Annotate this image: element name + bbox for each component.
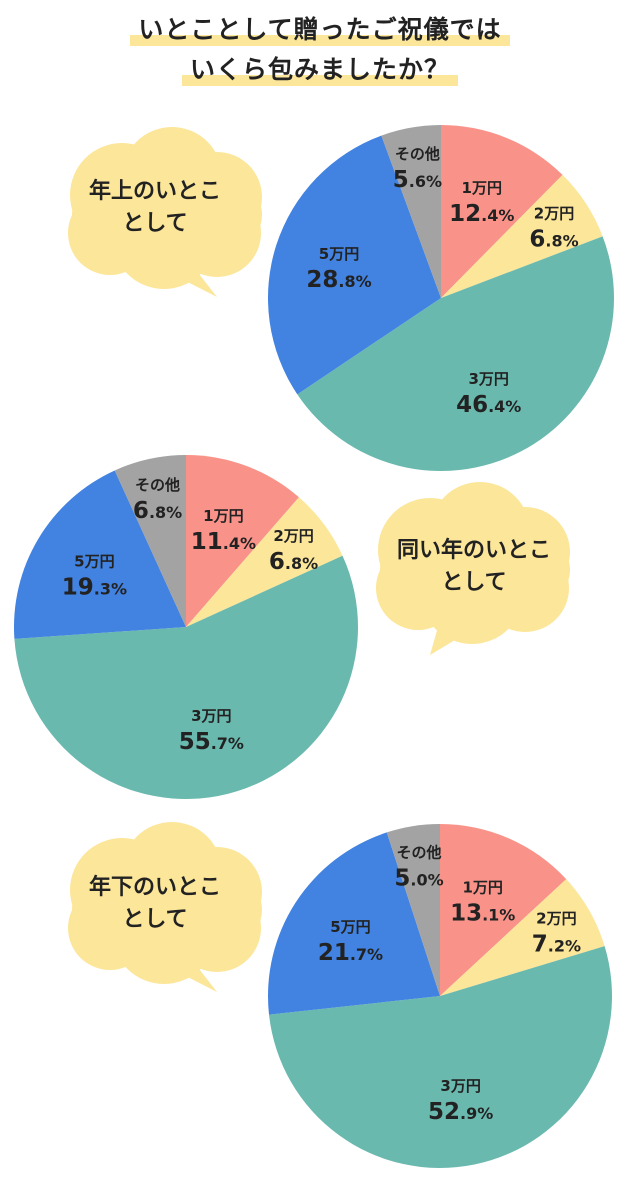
pie-slice-5 <box>386 824 440 996</box>
pie-slice-4 <box>13 470 186 639</box>
slice-value-label: 12.4% <box>449 201 514 227</box>
pie-slice-4 <box>268 832 440 1015</box>
title-line-1-text: いとことして贈ったご祝儀では <box>130 10 510 46</box>
pie-slice-2 <box>186 497 343 627</box>
slice-label: その他 <box>396 843 441 861</box>
slice-label: その他 <box>395 145 440 163</box>
slice-value-label: 13.1% <box>450 900 515 926</box>
bubble-3-text: 年下のいとこ として <box>52 872 258 936</box>
bubble-2-line-2: として <box>441 570 507 595</box>
pie-slice-5 <box>114 455 186 627</box>
pie-slice-3 <box>269 946 612 1168</box>
slice-label: 2万円 <box>536 909 576 927</box>
slice-label: 3万円 <box>468 370 508 388</box>
pie-slice-4 <box>268 135 441 395</box>
slice-value-label: 46.4% <box>456 392 521 418</box>
slice-value-label: 28.8% <box>306 267 371 293</box>
slice-label: 5万円 <box>319 245 359 263</box>
slice-value-label: 55.7% <box>179 729 244 755</box>
chart-title-line-1: いとことして贈ったご祝儀では <box>0 10 640 46</box>
slice-label: 1万円 <box>462 878 502 896</box>
bubble-1-line-2: として <box>122 211 188 236</box>
slice-label: 3万円 <box>191 707 231 725</box>
speech-bubble-3 <box>68 822 262 992</box>
bubble-1-line-1: 年上のいとこ <box>88 179 221 204</box>
slice-label: 1万円 <box>203 507 243 525</box>
slice-value-label: 19.3% <box>62 574 127 600</box>
pie-chart-older-cousin: 1万円 12.4% 2万円 6.8% 3万円 46.4% 5万円 28.8% その他 5.6% <box>268 125 614 471</box>
pie-chart-younger-cousin: 1万円 13.1% 2万円 7.2% 3万円 52.9% 5万円 21.7% その他 5.0% <box>268 824 612 1168</box>
pie-slice-1 <box>186 455 299 627</box>
slice-label: 5万円 <box>74 552 114 570</box>
slice-value-label: 6.8% <box>133 498 182 524</box>
pie-slice-1 <box>440 824 567 996</box>
slice-value-label: 7.2% <box>532 931 581 957</box>
speech-bubble-2 <box>376 482 570 655</box>
bubble-2-text: 同い年のいとこ として <box>368 535 580 599</box>
speech-bubble-1 <box>68 127 262 297</box>
slice-label: 1万円 <box>462 179 502 197</box>
slice-label: その他 <box>135 476 180 494</box>
chart-title-line-2: いくら包みましたか？ <box>0 50 640 86</box>
slice-label: 3万円 <box>440 1077 480 1095</box>
pie-slice-2 <box>441 174 603 298</box>
slice-value-label: 21.7% <box>318 940 383 966</box>
bubble-1-text: 年上のいとこ として <box>52 176 258 240</box>
pie-slice-5 <box>381 125 441 298</box>
title-line-2-text: いくら包みましたか？ <box>181 50 459 86</box>
bubble-3-line-1: 年下のいとこ <box>88 875 221 900</box>
pie-chart-same-age-cousin: 1万円 11.4% 2万円 6.8% 3万円 55.7% 5万円 19.3% その他 6.8% <box>13 455 359 799</box>
slice-value-label: 5.0% <box>394 865 443 891</box>
pie-slice-1 <box>441 125 563 298</box>
pie-slice-2 <box>440 879 605 996</box>
slice-value-label: 52.9% <box>428 1099 493 1125</box>
slice-label: 2万円 <box>534 204 574 222</box>
slice-value-label: 5.6% <box>393 167 442 193</box>
slice-label: 5万円 <box>330 918 370 936</box>
slice-label: 2万円 <box>273 527 313 545</box>
bubble-3-line-2: として <box>122 907 188 932</box>
pie-slice-3 <box>297 236 614 471</box>
slice-value-label: 6.8% <box>269 549 318 575</box>
bubble-2-line-1: 同い年のいとこ <box>396 538 551 563</box>
pie-slice-3 <box>14 555 359 799</box>
slice-value-label: 11.4% <box>191 529 256 555</box>
slice-value-label: 6.8% <box>529 226 578 252</box>
